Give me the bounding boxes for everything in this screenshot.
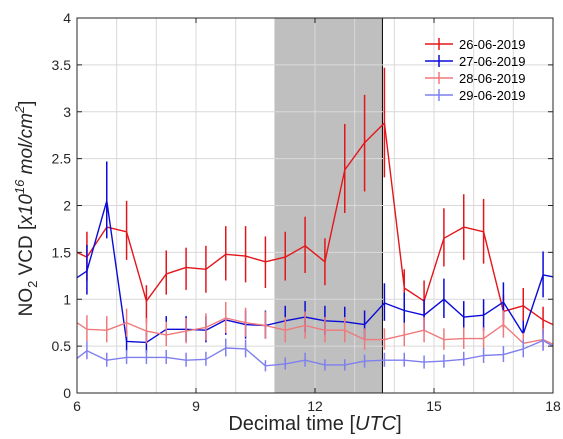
y-tick-label: 3.5: [52, 57, 72, 73]
x-tick-label: 18: [545, 398, 561, 414]
grid-layer: [77, 18, 553, 393]
series-4: [76, 329, 554, 372]
y-tick-label: 0: [63, 385, 71, 401]
y-axis-title-mid: VCD: [16, 230, 37, 281]
y-axis-title: NO2 VCD [x1016 mol/cm2]: [12, 101, 40, 317]
y-tick-label: 2: [63, 198, 71, 214]
y-tick-label: 2.5: [52, 151, 72, 167]
y-axis-title-bracket-open: [: [16, 224, 37, 230]
tick-layer: 6 9 12 15 18 0 0.5 1 1.5 2 2.5 3 3.5 4: [52, 10, 561, 414]
legend: 26-06-2019 27-06-2019 28-06-2019 29-06-2019: [425, 37, 526, 103]
series-line: [76, 339, 554, 367]
series-line: [76, 200, 554, 344]
y-tick-label: 4: [63, 10, 71, 26]
y-axis-title-exponent: 16: [12, 179, 27, 194]
series-line: [76, 317, 554, 345]
x-tick-label: 15: [426, 398, 442, 414]
legend-item-4: 29-06-2019: [425, 88, 526, 103]
legend-label: 27-06-2019: [459, 54, 526, 69]
legend-item-1: 26-06-2019: [425, 37, 526, 52]
series-layer: [76, 67, 554, 372]
x-tick-label: 12: [307, 398, 323, 414]
y-axis-title-unit-a: x10: [16, 194, 37, 226]
y-axis-title-subscript: 2: [25, 281, 40, 288]
x-tick-label: 9: [192, 398, 200, 414]
x-axis-title-main: Decimal time: [228, 413, 349, 435]
legend-item-2: 27-06-2019: [425, 54, 526, 69]
y-axis-title-exponent-2: 2: [12, 105, 27, 114]
y-tick-label: 1: [63, 291, 71, 307]
y-axis-title-unit-b: mol/cm: [16, 113, 37, 180]
y-tick-label: 1.5: [52, 244, 72, 260]
y-tick-label: 0.5: [52, 338, 72, 354]
y-tick-label: 3: [63, 104, 71, 120]
x-axis-title-bracket-open: [: [349, 413, 355, 435]
series-3: [76, 302, 554, 353]
x-axis-title: Decimal time [UTC]: [228, 413, 401, 435]
y-axis-title-prefix: NO: [16, 288, 37, 317]
series-line: [76, 122, 554, 326]
x-tick-label: 6: [73, 398, 81, 414]
legend-label: 28-06-2019: [459, 71, 526, 86]
y-axis-title-bracket-close: ]: [16, 101, 37, 106]
legend-item-3: 28-06-2019: [425, 71, 526, 86]
legend-label: 26-06-2019: [459, 37, 526, 52]
x-axis-title-unit: UTC: [355, 413, 397, 435]
legend-label: 29-06-2019: [459, 88, 526, 103]
x-axis-title-bracket-close: ]: [396, 413, 402, 435]
